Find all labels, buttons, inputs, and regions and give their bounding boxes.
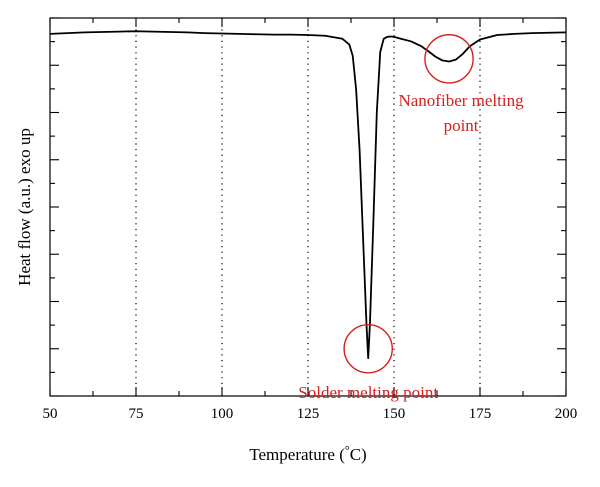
axis-ticks <box>49 17 567 397</box>
x-tick-label: 100 <box>211 406 234 422</box>
x-axis-title: Temperature (°C) <box>249 443 366 464</box>
annotation-circle <box>424 34 474 84</box>
x-tick-label: 150 <box>383 406 406 422</box>
x-tick-label: 125 <box>297 406 320 422</box>
x-tick-label: 175 <box>469 406 492 422</box>
annotation-label: point <box>444 116 479 135</box>
annotation-circle <box>343 323 393 374</box>
annotation-label: Nanofiber melting <box>398 91 524 110</box>
grid-lines <box>135 18 481 396</box>
x-tick-label: 50 <box>43 406 58 422</box>
x-tick-labels: 50 75 100 125 150 175 200 <box>43 406 578 422</box>
y-axis-title: Heat flow (a.u.) exo up <box>15 128 34 286</box>
annotations: Solder melting point Nanofiber melting poi… <box>298 34 524 402</box>
x-tick-label: 200 <box>555 406 578 422</box>
series-line <box>49 30 567 360</box>
x-tick-label: 75 <box>129 406 144 422</box>
annotation-label: Solder melting point <box>298 383 438 402</box>
